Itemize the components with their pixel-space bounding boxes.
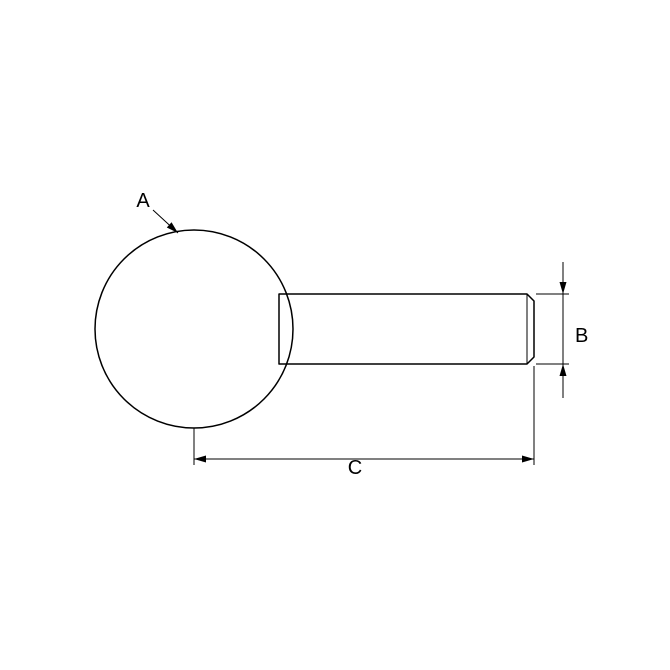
ball (95, 230, 293, 428)
label-b: B (575, 325, 588, 347)
dimension-b (536, 262, 569, 398)
shank (279, 294, 534, 364)
label-a: A (136, 190, 150, 212)
technical-drawing: A B C (0, 0, 670, 670)
dimension-c (194, 366, 534, 465)
label-a-leader (153, 210, 178, 233)
label-c: C (348, 457, 362, 479)
